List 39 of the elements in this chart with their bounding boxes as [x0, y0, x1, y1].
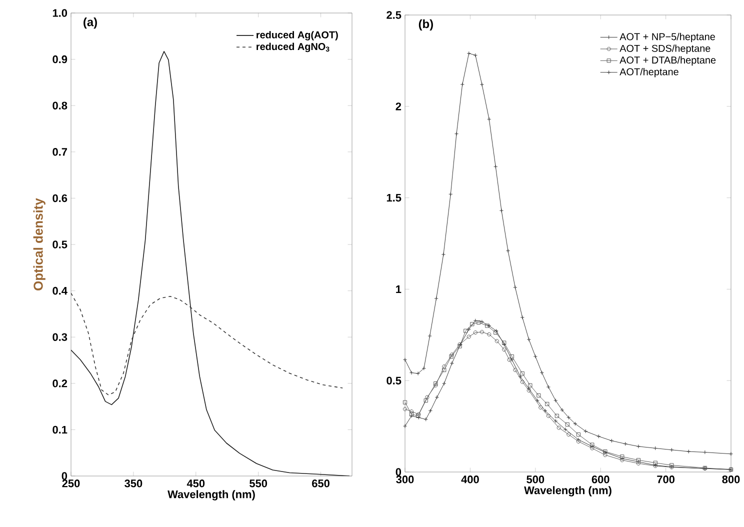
y-tick-label: 0 [396, 468, 402, 476]
y-tick-label: 1.0 [52, 9, 68, 17]
y-tick-label: 0.2 [52, 380, 68, 388]
chart-title: (b) [418, 19, 433, 31]
x-tick-label: 650 [312, 480, 330, 488]
x-tick-label: 550 [250, 480, 268, 488]
y-tick-label: 0.8 [52, 102, 68, 110]
x-tick-label: 500 [526, 476, 544, 484]
y-tick-label: 0.6 [52, 194, 68, 202]
x-tick-label: 250 [62, 480, 80, 488]
y-tick-label: 0 [62, 472, 68, 480]
x-tick-label: 800 [722, 476, 740, 484]
legend-label: AOT/heptane [620, 68, 678, 78]
y-tick-label: 0.7 [52, 148, 67, 156]
y-tick-label: 0.4 [52, 286, 68, 295]
chart-title: (a) [84, 17, 97, 29]
x-tick-label: 300 [396, 476, 414, 484]
x-tick-label: 350 [124, 480, 142, 488]
y-axis-title: Optical density [33, 198, 46, 290]
y-tick-label: 0.5 [386, 376, 402, 384]
y-tick-label: 1 [396, 285, 402, 293]
x-tick-label: 450 [186, 480, 205, 488]
y-tick-label: 2 [396, 102, 402, 110]
legend-label: AOT + NP−5/heptane [620, 32, 715, 42]
x-tick-label: 400 [461, 476, 479, 484]
y-tick-label: 0.3 [52, 333, 68, 341]
y-tick-label: 1.5 [386, 194, 402, 202]
y-tick-label: 2.5 [386, 11, 402, 19]
y-tick-label: 0.9 [52, 55, 68, 64]
legend-label: reduced Ag(AOT) [256, 31, 338, 40]
x-axis-title: Wavelength (nm) [168, 490, 255, 500]
y-tick-label: 0.5 [52, 240, 68, 248]
legend-label: reduced AgNO$_{3}$ [256, 42, 330, 52]
legend-label: AOT + SDS/heptane [620, 44, 710, 54]
y-tick-label: 0.1 [52, 426, 68, 434]
x-tick-label: 600 [592, 476, 610, 484]
legend-label: AOT + DTAB/heptane [620, 56, 716, 66]
x-tick-label: 700 [657, 476, 674, 484]
x-axis-title: Wavelength (nm) [524, 486, 612, 496]
